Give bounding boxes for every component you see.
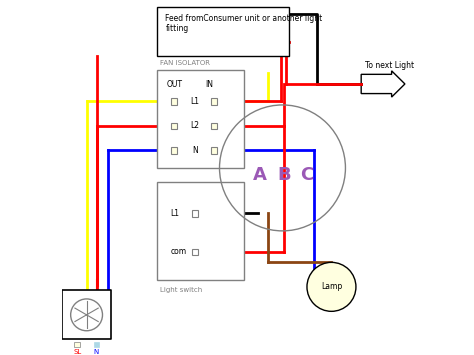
Bar [156, 182, 244, 280]
Text: Feed fromConsumer unit or another light
fitting: Feed fromConsumer unit or another light … [165, 14, 322, 33]
Text: N: N [94, 349, 99, 355]
Text: A: A [253, 166, 267, 184]
Bar [74, 342, 80, 348]
Text: Lamp: Lamp [321, 282, 342, 291]
Text: com: com [171, 247, 187, 256]
Text: SL: SL [73, 349, 81, 355]
Text: C: C [301, 166, 314, 184]
Bar [191, 210, 198, 217]
Bar [171, 123, 177, 129]
Text: FAN ISOLATOR: FAN ISOLATOR [160, 60, 210, 66]
Text: OUT: OUT [167, 81, 183, 89]
Bar [171, 147, 177, 154]
Bar [93, 342, 99, 348]
Bar [156, 7, 290, 56]
Text: Light switch: Light switch [160, 287, 202, 293]
Text: N: N [192, 146, 198, 155]
Bar [211, 98, 217, 105]
Bar [211, 123, 217, 129]
Text: L2: L2 [191, 121, 200, 130]
Text: L1: L1 [191, 97, 200, 106]
Bar [156, 70, 244, 168]
Bar [62, 290, 111, 339]
Bar [171, 98, 177, 105]
Circle shape [307, 262, 356, 311]
FancyArrow shape [361, 71, 405, 97]
Bar [211, 147, 217, 154]
Text: To next Light: To next Light [365, 61, 414, 70]
Text: L1: L1 [171, 209, 180, 218]
Text: B: B [277, 166, 291, 184]
Bar [191, 249, 198, 255]
Text: IN: IN [206, 81, 213, 89]
